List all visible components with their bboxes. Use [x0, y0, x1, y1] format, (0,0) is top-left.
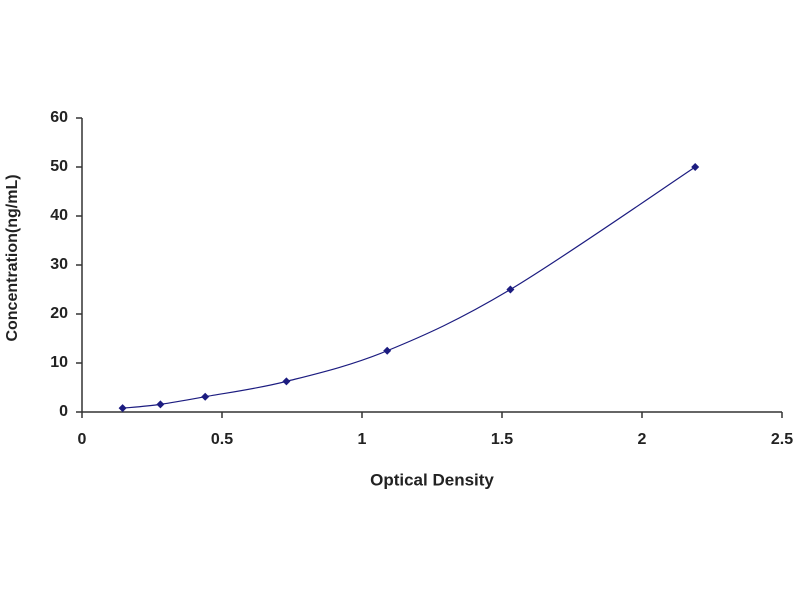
y-tick-label: 30: [50, 256, 68, 273]
x-tick-label: 0: [78, 431, 87, 448]
data-point: [201, 392, 210, 401]
data-point: [691, 163, 700, 171]
data-point: [118, 404, 127, 413]
x-tick-label: 0.5: [211, 431, 233, 448]
y-tick-label: 60: [50, 109, 68, 126]
x-tick-label: 1.5: [491, 431, 513, 448]
data-point: [506, 285, 515, 294]
y-tick-label: 20: [50, 305, 68, 322]
y-tick-label: 50: [50, 158, 68, 175]
y-axis-title: Concentration(ng/mL): [4, 174, 21, 341]
y-tick-label: 40: [50, 207, 68, 224]
data-point: [156, 400, 165, 409]
x-axis-title: Optical Density: [370, 470, 494, 489]
trend-line: [122, 166, 696, 409]
x-tick-label: 2.5: [771, 431, 793, 448]
x-tick-label: 1: [358, 431, 367, 448]
data-point: [383, 346, 392, 355]
data-point: [282, 377, 291, 386]
y-tick-label: 10: [50, 354, 68, 371]
y-tick-label: 0: [59, 403, 68, 420]
x-tick-label: 2: [638, 431, 647, 448]
